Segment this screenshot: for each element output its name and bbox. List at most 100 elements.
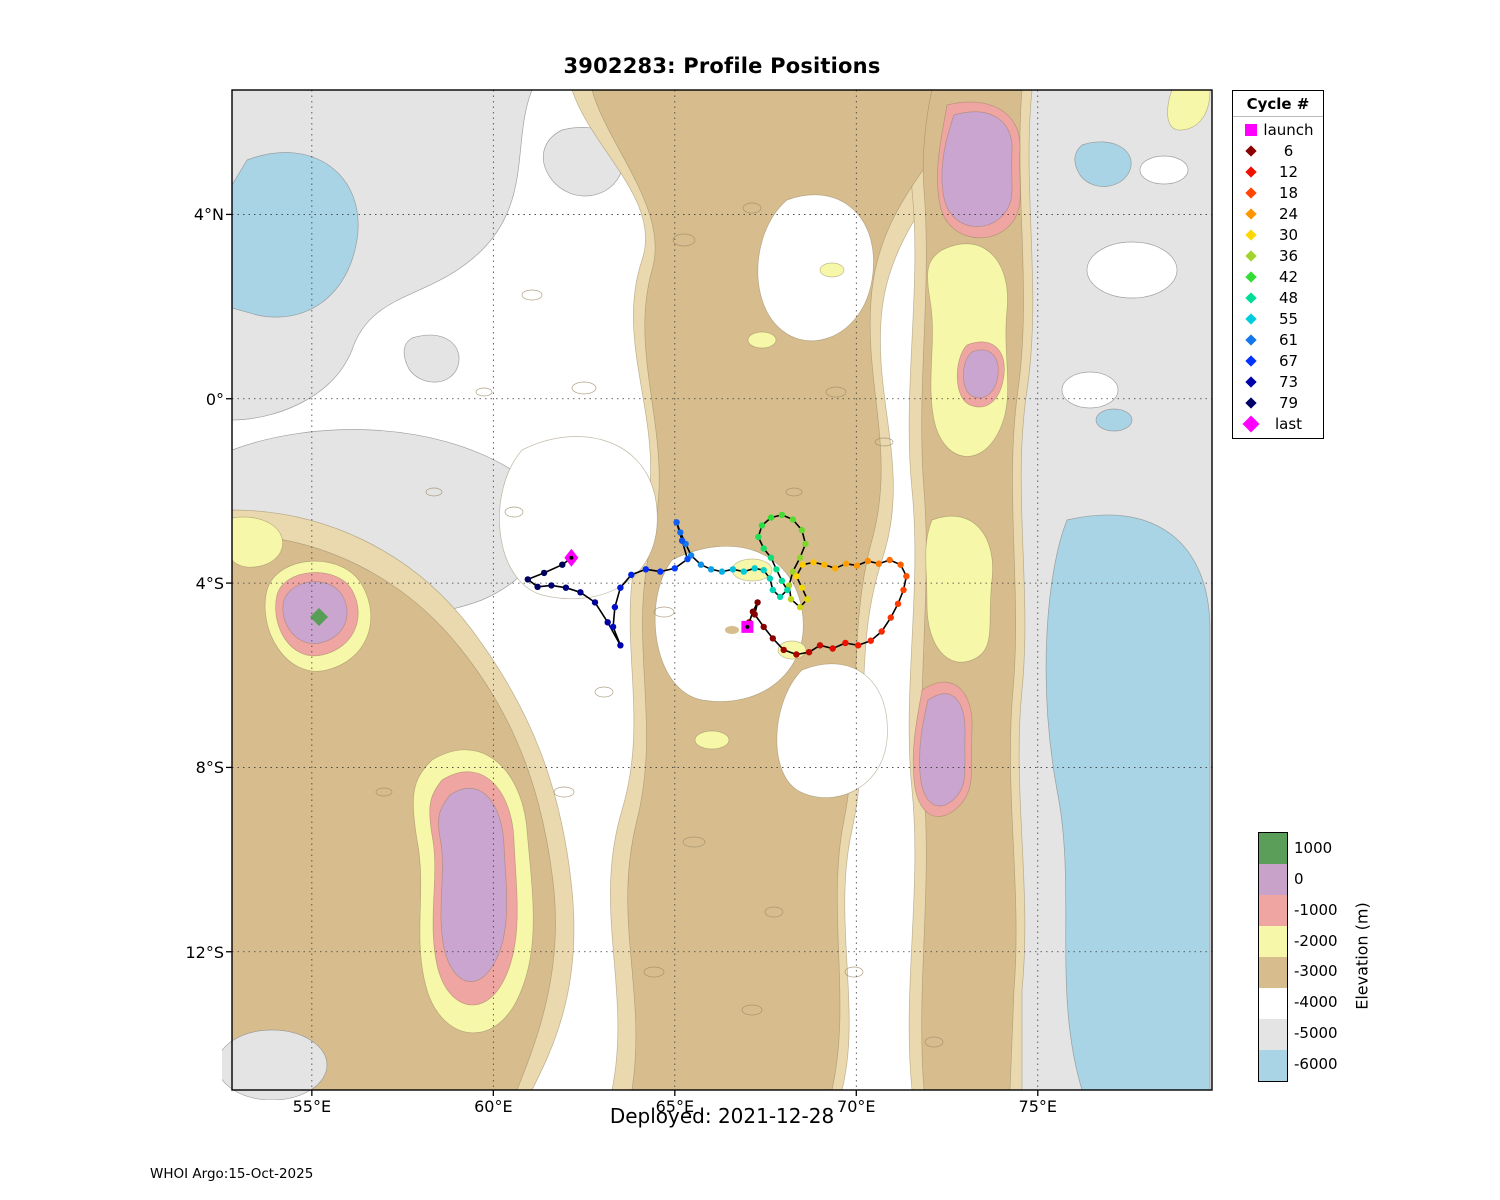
- legend-item-6: 6: [1233, 140, 1323, 161]
- profile-point: [842, 639, 849, 647]
- profile-point: [740, 568, 747, 575]
- x-tick-label: 55°E: [292, 1097, 332, 1116]
- profile-point: [776, 593, 784, 601]
- profile-point: [903, 573, 910, 580]
- profile-point: [867, 637, 874, 644]
- profile-point: [832, 565, 839, 572]
- profile-point: [751, 565, 758, 572]
- colorbar-band: [1259, 895, 1287, 926]
- profile-point: [673, 519, 680, 526]
- colorbar-band: [1259, 833, 1287, 864]
- profile-point: [677, 529, 684, 536]
- colorbar-labels: 1000 0 -1000 -2000 -3000 -4000 -5000 -6000: [1294, 832, 1358, 1080]
- colorbar-tick-label: 0: [1294, 870, 1304, 889]
- legend-label: launch: [1263, 120, 1314, 139]
- profile-point: [793, 573, 800, 580]
- profile-point: [887, 614, 894, 621]
- profile-point: [853, 562, 861, 569]
- profile-point: [804, 596, 811, 603]
- profile-point: [799, 561, 806, 568]
- profile-point: [789, 516, 796, 523]
- profile-point: [894, 600, 902, 607]
- profile-point: [609, 623, 617, 631]
- legend-label: 12: [1278, 162, 1299, 181]
- profile-point: [796, 554, 804, 561]
- legend-label: 6: [1283, 141, 1294, 160]
- deployed-date-label: Deployed: 2021-12-28: [609, 1104, 835, 1128]
- legend-item-last: last: [1233, 413, 1323, 434]
- profile-point: [642, 566, 649, 573]
- legend-title: Cycle #: [1233, 91, 1323, 117]
- axis-layer: [226, 89, 1213, 1096]
- profile-point: [897, 561, 904, 568]
- profile-point: [780, 646, 787, 654]
- x-tick-label: 65°E: [655, 1097, 695, 1116]
- profile-point: [829, 645, 836, 652]
- profile-point: [611, 603, 619, 611]
- bathymetry-layer: [222, 89, 1213, 1100]
- profile-point: [793, 651, 800, 658]
- colorbar-tick-label: -6000: [1294, 1054, 1338, 1073]
- profile-point: [729, 566, 737, 573]
- colorbar-tick-label: -1000: [1294, 900, 1338, 919]
- profile-point: [796, 603, 804, 611]
- profile-point: [697, 561, 705, 568]
- profile-point: [802, 540, 809, 548]
- x-tick-label: 75°E: [1018, 1097, 1057, 1116]
- legend-item-79: 79: [1233, 392, 1323, 413]
- profile-point: [769, 586, 776, 594]
- profile-point: [671, 565, 678, 572]
- colorbar-tick-label: -4000: [1294, 993, 1338, 1012]
- map-plot: [222, 89, 1213, 1100]
- profile-point: [900, 586, 907, 594]
- colorbar-band: [1259, 926, 1287, 957]
- colorbar-band: [1259, 988, 1287, 1019]
- colorbar-tick-label: -3000: [1294, 962, 1338, 981]
- profile-point: [524, 576, 531, 583]
- profile-point: [769, 635, 776, 642]
- legend-diamond-icon: [1245, 312, 1257, 325]
- legend-label: 24: [1278, 204, 1299, 223]
- profile-point: [878, 628, 885, 635]
- cycle-legend: Cycle # launch 6 12 18 24 30 36 42 48 55 61 67 73 79 l…: [1232, 90, 1324, 439]
- colorbar-tick-label: -5000: [1294, 1023, 1338, 1042]
- profile-point: [766, 575, 774, 582]
- legend-diamond-icon: [1245, 270, 1257, 283]
- profile-point: [854, 642, 862, 649]
- profile-point: [577, 589, 584, 596]
- colorbar-band: [1259, 1019, 1287, 1050]
- legend-item-67: 67: [1233, 350, 1323, 371]
- legend-label: 79: [1278, 393, 1299, 412]
- float-trajectory: [524, 511, 910, 658]
- profile-point: [773, 566, 780, 573]
- profile-point: [886, 556, 893, 564]
- legend-label: 48: [1278, 288, 1299, 307]
- profile-point: [778, 511, 786, 519]
- profile-point: [591, 599, 599, 606]
- legend-diamond-icon: [1245, 291, 1257, 304]
- profile-point: [798, 584, 806, 591]
- profile-point: [798, 526, 806, 534]
- y-tick-label: 8°S: [195, 758, 224, 778]
- legend-diamond-icon: [1245, 186, 1257, 199]
- credit-label: WHOI Argo:15-Oct-2025: [150, 1166, 314, 1182]
- profile-point: [758, 522, 766, 529]
- y-tick-label: 4°S: [195, 574, 224, 594]
- y-tick-label: 0°: [205, 389, 224, 409]
- profile-point: [628, 571, 635, 578]
- x-tick-label: 70°E: [837, 1097, 876, 1116]
- profile-point: [810, 559, 817, 566]
- colorbar-band: [1259, 957, 1287, 988]
- legend-label: 55: [1278, 309, 1299, 328]
- profile-point: [751, 611, 758, 618]
- legend-diamond-icon: [1245, 144, 1257, 157]
- profile-point: [816, 642, 824, 649]
- profile-point: [684, 555, 691, 563]
- colorbar-band: [1259, 864, 1287, 895]
- y-tick-label: 12°S: [185, 942, 224, 962]
- elevation-colorbar: [1258, 832, 1288, 1082]
- legend-label: 30: [1278, 225, 1299, 244]
- profile-point: [540, 569, 548, 577]
- contour-speckles: [375, 202, 944, 1048]
- profile-point: [562, 584, 570, 591]
